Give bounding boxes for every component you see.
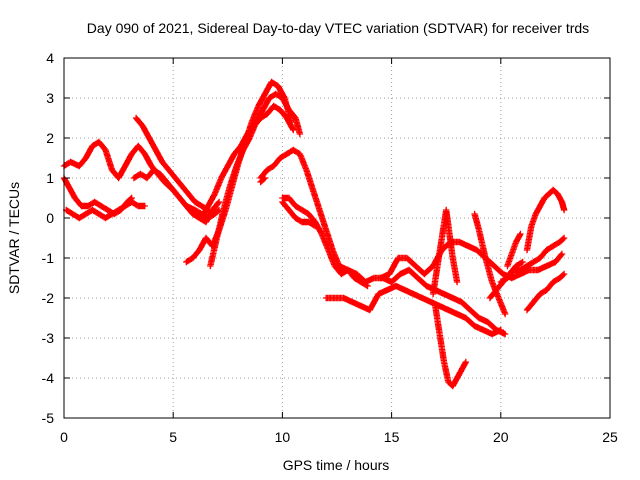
y-tick-label: -1 <box>42 250 55 266</box>
point-markers <box>504 230 524 270</box>
x-axis-label: GPS time / hours <box>283 457 390 473</box>
y-axis-label: SDTVAR / TECUs <box>6 182 22 294</box>
series-track-e <box>130 166 223 226</box>
point-markers <box>198 102 297 222</box>
y-tick-label: 0 <box>46 210 54 226</box>
series-track-h <box>198 102 297 222</box>
point-markers <box>432 302 470 390</box>
series-track-l <box>279 198 319 230</box>
point-markers <box>322 282 504 338</box>
point-markers <box>132 114 216 218</box>
x-tick-label: 15 <box>384 429 400 445</box>
y-tick-labels: -5 -4 -3 -2 -1 0 1 2 3 4 <box>42 50 55 426</box>
series-track-v <box>486 258 526 302</box>
series-track-t <box>523 186 568 254</box>
point-markers <box>523 270 568 314</box>
series-track-u <box>523 270 568 314</box>
series-track-w <box>504 230 524 270</box>
y-tick-label: -2 <box>42 290 55 306</box>
data-points <box>60 78 568 390</box>
series-track-m <box>322 282 504 338</box>
series-track-c <box>63 198 149 222</box>
point-markers <box>429 206 461 298</box>
point-markers <box>486 258 526 302</box>
point-markers <box>63 198 149 222</box>
chart-title: Day 090 of 2021, Sidereal Day-to-day VTE… <box>87 20 589 36</box>
x-tick-label: 0 <box>60 429 68 445</box>
point-markers <box>130 166 223 226</box>
y-tick-label: 1 <box>46 170 54 186</box>
series-track-g <box>207 90 304 270</box>
series-track-j <box>257 174 269 186</box>
x-tick-labels: 0 5 10 15 20 25 <box>60 429 618 445</box>
x-tick-label: 25 <box>602 429 618 445</box>
point-markers <box>257 174 269 186</box>
axis-ticks <box>63 57 611 419</box>
point-markers <box>279 198 319 230</box>
x-tick-label: 20 <box>493 429 509 445</box>
point-markers <box>207 90 304 270</box>
plot-frame <box>63 57 611 419</box>
point-markers <box>257 146 349 274</box>
series-track-d <box>132 114 216 218</box>
series-track-q <box>429 206 461 298</box>
x-tick-label: 5 <box>169 429 177 445</box>
x-tick-label: 10 <box>275 429 291 445</box>
series-track-i <box>257 146 349 274</box>
y-tick-label: -5 <box>42 410 55 426</box>
point-markers <box>523 186 568 254</box>
y-tick-label: 4 <box>46 50 54 66</box>
y-tick-label: 2 <box>46 130 54 146</box>
series-track-p <box>432 302 470 390</box>
y-tick-label: -4 <box>42 370 55 386</box>
y-tick-label: -3 <box>42 330 55 346</box>
y-tick-label: 3 <box>46 90 54 106</box>
